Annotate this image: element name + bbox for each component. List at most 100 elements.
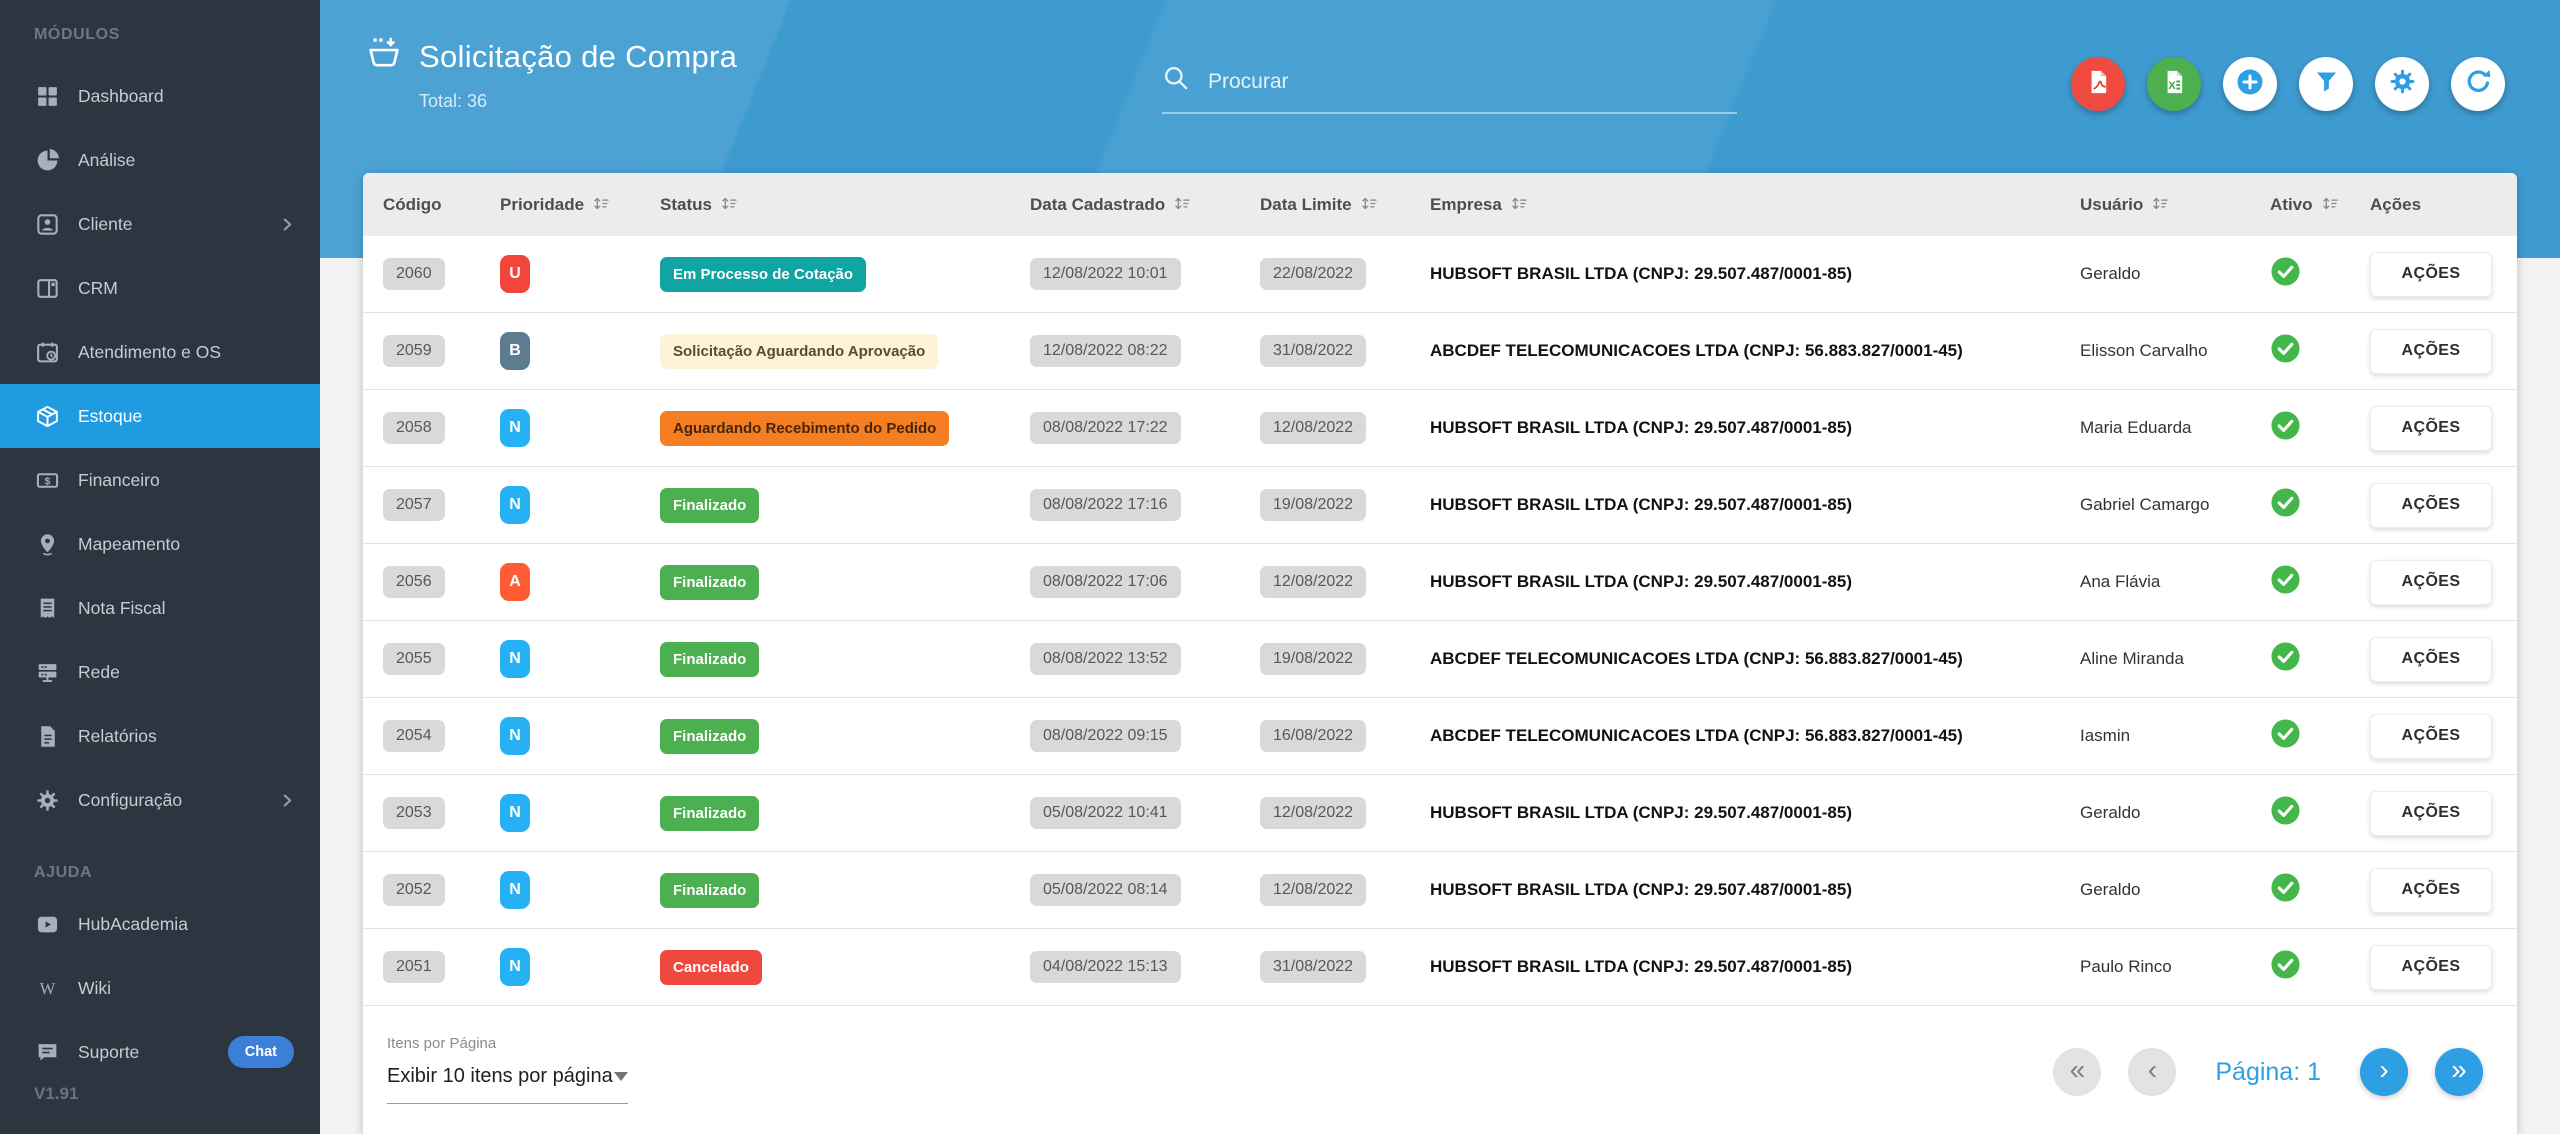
row-actions-button[interactable]: AÇÕES <box>2370 482 2492 528</box>
sidebar-item-suporte[interactable]: Suporte Chat <box>0 1020 320 1084</box>
table-row: 2060 U Em Processo de Cotação 12/08/2022… <box>363 236 2517 313</box>
gear-icon <box>34 787 60 813</box>
user-cell: Aline Miranda <box>2080 649 2184 668</box>
sidebar-item-label: Wiki <box>78 977 112 998</box>
created-date-chip: 12/08/2022 10:01 <box>1030 258 1181 290</box>
active-check-icon <box>2270 564 2301 600</box>
settings-button[interactable] <box>2375 57 2429 111</box>
codigo-chip: 2056 <box>383 566 445 598</box>
column-header-data-cadastrado[interactable]: Data Cadastrado <box>1010 195 1240 215</box>
status-badge: Finalizado <box>660 487 760 523</box>
column-header-data-limite[interactable]: Data Limite <box>1240 195 1410 215</box>
sidebar-item-crm[interactable]: CRM <box>0 256 320 320</box>
company-cell: ABCDEF TELECOMUNICACOES LTDA (CNPJ: 56.8… <box>1430 341 1963 360</box>
column-header-acoes: Ações <box>2370 194 2422 214</box>
user-cell: Geraldo <box>2080 803 2141 822</box>
codigo-chip: 2053 <box>383 797 445 829</box>
deadline-date-chip: 16/08/2022 <box>1260 720 1367 752</box>
sidebar-item-relatorios[interactable]: Relatórios <box>0 704 320 768</box>
person-icon <box>34 211 60 237</box>
sidebar-item-wiki[interactable]: W Wiki <box>0 956 320 1020</box>
first-page-button[interactable]: « <box>2053 1048 2102 1096</box>
priority-badge: N <box>500 640 530 678</box>
status-badge: Cancelado <box>660 949 762 985</box>
last-page-button[interactable]: » <box>2435 1048 2483 1096</box>
sidebar: MÓDULOS Dashboard Análise Cliente CRM At… <box>0 0 320 1134</box>
sidebar-item-label: Dashboard <box>78 85 164 106</box>
column-header-empresa[interactable]: Empresa <box>1410 195 2060 215</box>
row-actions-button[interactable]: AÇÕES <box>2370 405 2492 451</box>
table-header: Código Prioridade Status Data Cadastrado… <box>363 173 2517 236</box>
codigo-chip: 2051 <box>383 951 445 983</box>
chat-badge[interactable]: Chat <box>227 1036 294 1068</box>
sort-icon <box>1361 195 1378 215</box>
pdf-file-icon <box>2084 68 2112 101</box>
column-header-prioridade[interactable]: Prioridade <box>480 195 640 215</box>
basket-add-icon <box>365 36 403 77</box>
next-page-button[interactable]: › <box>2360 1048 2408 1096</box>
row-actions-button[interactable]: AÇÕES <box>2370 251 2492 297</box>
export-pdf-button[interactable] <box>2071 57 2125 111</box>
deadline-date-chip: 19/08/2022 <box>1260 643 1367 675</box>
deadline-date-chip: 12/08/2022 <box>1260 566 1367 598</box>
sidebar-item-hubacademia[interactable]: HubAcademia <box>0 892 320 956</box>
codigo-chip: 2058 <box>383 412 445 444</box>
sidebar-item-nota-fiscal[interactable]: Nota Fiscal <box>0 576 320 640</box>
filter-button[interactable] <box>2299 57 2353 111</box>
dashboard-icon <box>34 83 60 109</box>
sidebar-help-nav: HubAcademia W Wiki Suporte Chat <box>0 892 320 1084</box>
company-cell: HUBSOFT BRASIL LTDA (CNPJ: 29.507.487/00… <box>1430 803 1852 822</box>
sidebar-item-dashboard[interactable]: Dashboard <box>0 64 320 128</box>
priority-badge: N <box>500 948 530 986</box>
items-per-page-select[interactable]: Exibir 10 itens por página <box>387 1065 628 1104</box>
sidebar-item-atendimento[interactable]: Atendimento e OS <box>0 320 320 384</box>
sidebar-item-cliente[interactable]: Cliente <box>0 192 320 256</box>
sidebar-item-label: Relatórios <box>78 725 157 746</box>
user-cell: Elisson Carvalho <box>2080 341 2208 360</box>
main-content: Solicitação de Compra Total: 36 X <box>320 0 2560 1134</box>
deadline-date-chip: 31/08/2022 <box>1260 951 1367 983</box>
active-check-icon <box>2270 641 2301 677</box>
prev-page-button[interactable]: ‹ <box>2128 1048 2177 1096</box>
row-actions-button[interactable]: AÇÕES <box>2370 328 2492 374</box>
sidebar-item-rede[interactable]: Rede <box>0 640 320 704</box>
sidebar-item-label: Financeiro <box>78 469 160 490</box>
sidebar-item-analise[interactable]: Análise <box>0 128 320 192</box>
status-badge: Finalizado <box>660 718 760 754</box>
column-header-usuario[interactable]: Usuário <box>2060 195 2250 215</box>
dropdown-caret-icon <box>614 1072 628 1081</box>
sidebar-item-estoque[interactable]: Estoque <box>0 384 320 448</box>
add-button[interactable] <box>2223 57 2277 111</box>
sidebar-item-financeiro[interactable]: $ Financeiro <box>0 448 320 512</box>
user-cell: Geraldo <box>2080 880 2141 899</box>
status-badge: Finalizado <box>660 795 760 831</box>
sort-icon <box>2322 195 2339 215</box>
company-cell: HUBSOFT BRASIL LTDA (CNPJ: 29.507.487/00… <box>1430 880 1852 899</box>
sidebar-item-mapeamento[interactable]: Mapeamento <box>0 512 320 576</box>
column-header-ativo[interactable]: Ativo <box>2250 195 2350 215</box>
row-actions-button[interactable]: AÇÕES <box>2370 559 2492 605</box>
total-count: Total: 36 <box>419 91 488 111</box>
row-actions-button[interactable]: AÇÕES <box>2370 867 2492 913</box>
column-header-status[interactable]: Status <box>640 195 1010 215</box>
table-row: 2054 N Finalizado 08/08/2022 09:15 16/08… <box>363 698 2517 775</box>
server-icon <box>34 659 60 685</box>
status-badge: Finalizado <box>660 872 760 908</box>
refresh-button[interactable] <box>2451 57 2505 111</box>
deadline-date-chip: 12/08/2022 <box>1260 797 1367 829</box>
user-cell: Iasmin <box>2080 726 2131 745</box>
company-cell: HUBSOFT BRASIL LTDA (CNPJ: 29.507.487/00… <box>1430 264 1852 283</box>
export-excel-button[interactable]: X <box>2147 57 2201 111</box>
row-actions-button[interactable]: AÇÕES <box>2370 713 2492 759</box>
row-actions-button[interactable]: AÇÕES <box>2370 790 2492 836</box>
sidebar-item-configuracao[interactable]: Configuração <box>0 768 320 832</box>
sidebar-item-label: Atendimento e OS <box>78 341 221 362</box>
sidebar-section-modulos: MÓDULOS <box>34 26 120 43</box>
header-actions: X <box>2071 57 2505 111</box>
row-actions-button[interactable]: AÇÕES <box>2370 944 2492 990</box>
codigo-chip: 2052 <box>383 874 445 906</box>
row-actions-button[interactable]: AÇÕES <box>2370 636 2492 682</box>
active-check-icon <box>2270 795 2301 831</box>
sidebar-item-label: Estoque <box>78 405 143 426</box>
search-input[interactable] <box>1162 46 1737 114</box>
